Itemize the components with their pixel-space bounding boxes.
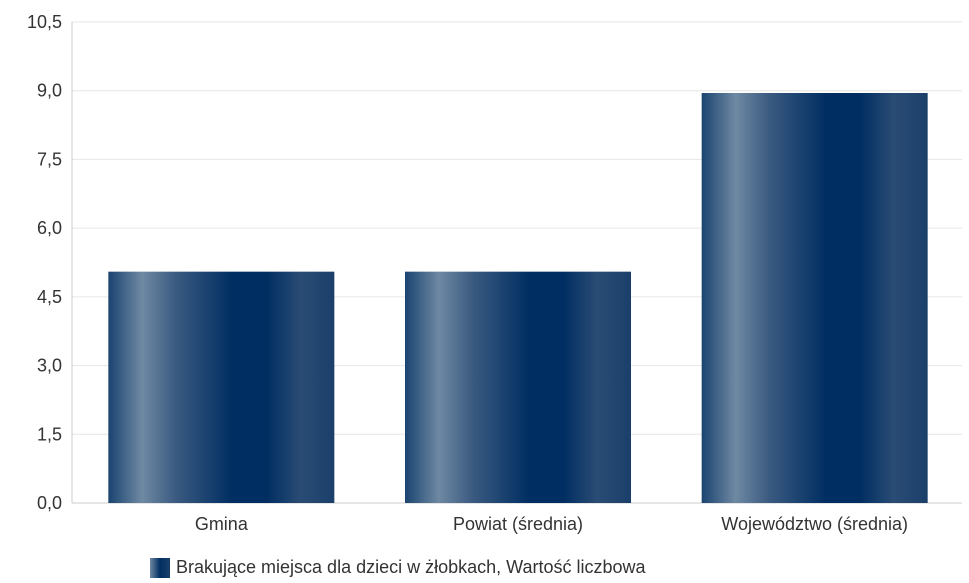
legend-swatch <box>150 557 170 578</box>
y-tick-label: 1,5 <box>37 424 62 444</box>
bar[interactable] <box>108 271 335 503</box>
bar[interactable] <box>701 93 928 503</box>
y-tick-label: 6,0 <box>37 218 62 238</box>
y-tick-label: 9,0 <box>37 81 62 101</box>
y-tick-label: 7,5 <box>37 149 62 169</box>
y-tick-label: 3,0 <box>37 356 62 376</box>
x-tick-label: Powiat (średnia) <box>453 514 583 534</box>
y-tick-label: 0,0 <box>37 493 62 513</box>
x-tick-label: Gmina <box>195 514 249 534</box>
x-axis: Gmina Powiat (średnia) Województwo (średni… <box>195 514 908 534</box>
legend[interactable]: Brakujące miejsca dla dzieci w żłobkach,… <box>150 557 646 578</box>
y-tick-label: 10,5 <box>27 12 62 32</box>
y-tick-label: 4,5 <box>37 287 62 307</box>
bar[interactable] <box>405 271 631 503</box>
x-tick-label: Województwo (średnia) <box>721 514 908 534</box>
bars <box>108 93 928 503</box>
legend-label: Brakujące miejsca dla dzieci w żłobkach,… <box>176 557 646 577</box>
y-axis: 0,0 1,5 3,0 4,5 6,0 7,5 9,0 10,5 <box>27 12 62 513</box>
